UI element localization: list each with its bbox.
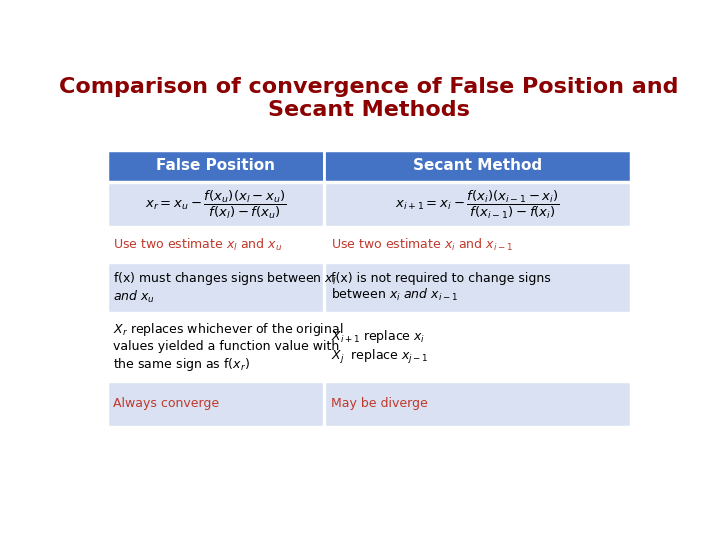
Text: Always converge: Always converge (114, 397, 220, 410)
Text: Secant Method: Secant Method (413, 158, 542, 173)
Text: Comparison of convergence of False Position and
Secant Methods: Comparison of convergence of False Posit… (59, 77, 679, 120)
Text: May be diverge: May be diverge (331, 397, 428, 410)
Bar (325, 150, 631, 182)
Bar (107, 313, 325, 381)
Text: f(x) is not required to change signs
between $x_i$ $and$ $x_{i-1}$: f(x) is not required to change signs bet… (331, 272, 551, 303)
Bar (325, 313, 631, 381)
Text: $X_{i+1}$ replace $x_i$
$X_j$  replace $x_{j-1}$: $X_{i+1}$ replace $x_i$ $X_j$ replace $x… (331, 328, 428, 366)
Text: $X_r$ replaces whichever of the original
values yielded a function value with
th: $X_r$ replaces whichever of the original… (114, 321, 343, 373)
Text: Use two estimate $x_l$ and $x_u$: Use two estimate $x_l$ and $x_u$ (114, 237, 283, 253)
Bar (325, 262, 631, 313)
Bar (325, 227, 631, 262)
Bar (325, 182, 631, 227)
Bar (107, 381, 325, 427)
Text: $x_{i+1} = x_i - \dfrac{f(x_i)(x_{i-1} - x_i)}{f(x_{i-1})-f(x_i)}$: $x_{i+1} = x_i - \dfrac{f(x_i)(x_{i-1} -… (395, 188, 560, 221)
Bar (107, 227, 325, 262)
Text: Use two estimate $x_i$ and $x_{i-1}$: Use two estimate $x_i$ and $x_{i-1}$ (331, 237, 513, 253)
Bar (107, 150, 631, 427)
Bar (325, 381, 631, 427)
Bar (107, 262, 325, 313)
Text: f(x) must changes signs between $x_l$
$and$ $x_u$: f(x) must changes signs between $x_l$ $a… (114, 270, 337, 305)
Bar (107, 182, 325, 227)
Bar (107, 150, 325, 182)
Text: $x_r = x_u - \dfrac{f(x_u)(x_l - x_u)}{f(x_l)-f(x_u)}$: $x_r = x_u - \dfrac{f(x_u)(x_l - x_u)}{f… (145, 188, 287, 221)
Text: False Position: False Position (156, 158, 275, 173)
